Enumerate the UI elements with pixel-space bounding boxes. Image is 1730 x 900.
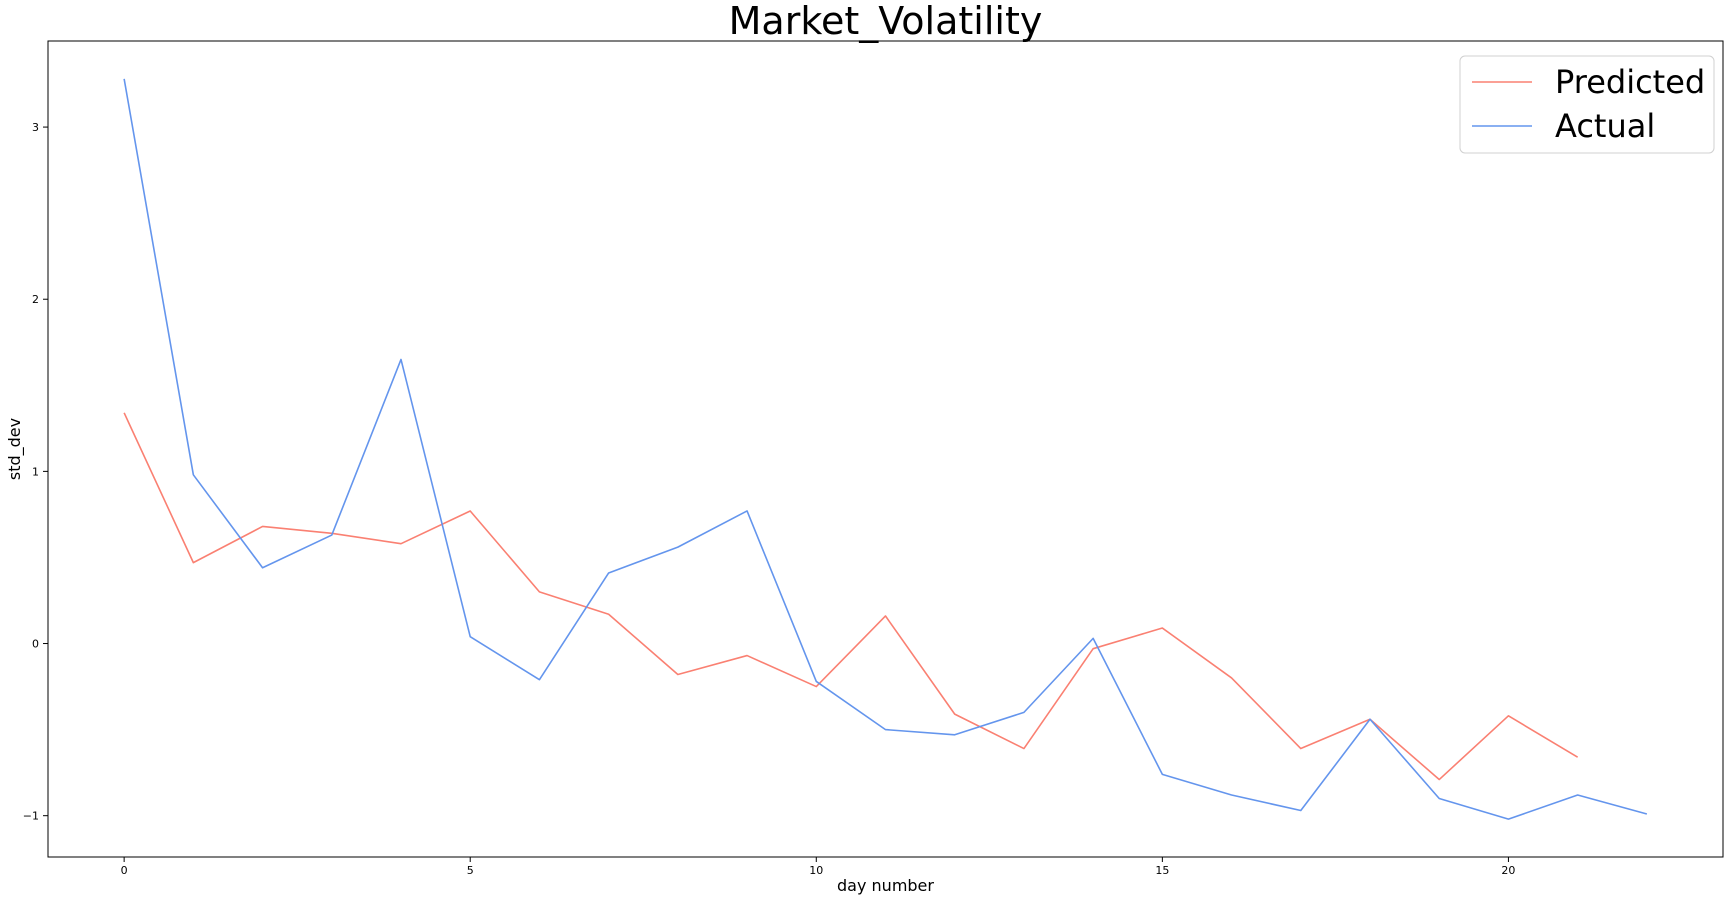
x-tick-label: 15 [1155,864,1169,877]
plot-area-frame [47,40,1724,858]
y-axis-label: std_dev [5,418,25,480]
legend-box [1459,55,1715,154]
series-line-actual [123,78,1648,820]
y-tick-label: 2 [32,293,39,306]
x-tick-label: 20 [1501,864,1515,877]
y-tick-label: 1 [32,465,39,478]
x-tick-label: 5 [467,864,474,877]
y-tick-label: −1 [23,810,39,823]
legend-label-actual: Actual [1555,107,1655,145]
x-axis-label: day number [837,876,934,895]
x-tick-label: 0 [121,864,128,877]
x-axis-ticks: 0 5 10 15 20 [121,857,1515,877]
chart-title: Market_Volatility [729,0,1043,43]
y-tick-label: 0 [32,638,39,651]
y-tick-label: 3 [32,121,39,134]
x-tick-label: 10 [809,864,823,877]
y-axis-ticks: −1 0 1 2 3 [23,121,48,823]
series-line-predicted [123,412,1579,781]
legend: Predicted Actual [1459,55,1715,154]
legend-label-predicted: Predicted [1555,63,1705,101]
series-layer [123,78,1648,820]
